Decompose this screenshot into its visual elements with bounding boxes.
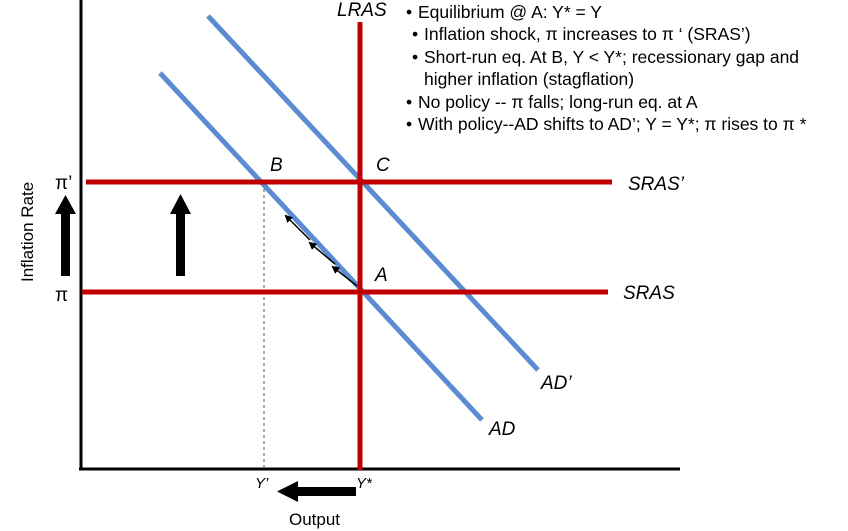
ad-prime-curve (206, 14, 540, 372)
ad-label: AD (488, 419, 516, 440)
note-short-run-eq-continued: higher inflation (stagflation) (424, 69, 635, 90)
note-no-policy-text: No policy -- π falls; long-run eq. at A (418, 91, 698, 112)
inflation-rise-arrow-head (55, 195, 76, 214)
note-short-run-eq: Short-run eq. At B, Y < Y*; recessionary… (412, 46, 846, 91)
pi-prime-label: π’ (55, 173, 72, 194)
inflation-rise-arrow-shaft (61, 212, 70, 276)
note-equilibrium: Equilibrium @ A: Y* = Y (406, 1, 846, 24)
note-equilibrium-text: Equilibrium @ A: Y* = Y (418, 2, 602, 22)
sras-prime-label: SRAS’ (628, 174, 685, 195)
adjustment-path-arrow-3 (284, 214, 311, 241)
point-c-label: C (376, 155, 390, 176)
y-axis-title: Inflation Rate (18, 182, 37, 282)
note-with-policy: With policy--AD shifts to AD’; Y = Y*; π… (406, 113, 846, 136)
adjustment-path-arrow-2 (308, 241, 336, 265)
note-short-run-eq-text: Short-run eq. At B, Y < Y*; recessionary… (424, 46, 800, 67)
y-prime-label: Y’ (255, 475, 269, 492)
y-star-label: Y* (356, 475, 373, 492)
note-with-policy-text: With policy--AD shifts to AD’; Y = Y*; π… (418, 114, 807, 135)
output-fall-arrow-head (277, 481, 298, 502)
note-inflation-shock: Inflation shock, π increases to π ‘ (SRA… (412, 23, 846, 46)
x-axis-title: Output (289, 510, 340, 529)
ad-prime-label: AD’ (540, 373, 572, 394)
explanation-notes: Equilibrium @ A: Y* = Y Inflation shock,… (406, 1, 846, 136)
sras-shift-arrow-head (170, 194, 191, 214)
sras-shift-arrow-shaft (176, 212, 185, 276)
pi-label: π (55, 285, 68, 306)
point-b-label: B (270, 155, 283, 176)
output-fall-arrow-shaft (296, 487, 356, 496)
point-a-label: A (374, 265, 388, 286)
adjustment-path-arrow-1 (331, 265, 358, 287)
note-inflation-shock-text: Inflation shock, π increases to π ‘ (SRA… (424, 24, 751, 45)
sras-label: SRAS (623, 283, 675, 304)
ad-curve (158, 71, 484, 422)
note-no-policy: No policy -- π falls; long-run eq. at A (406, 91, 846, 114)
lras-label: LRAS (337, 0, 387, 21)
